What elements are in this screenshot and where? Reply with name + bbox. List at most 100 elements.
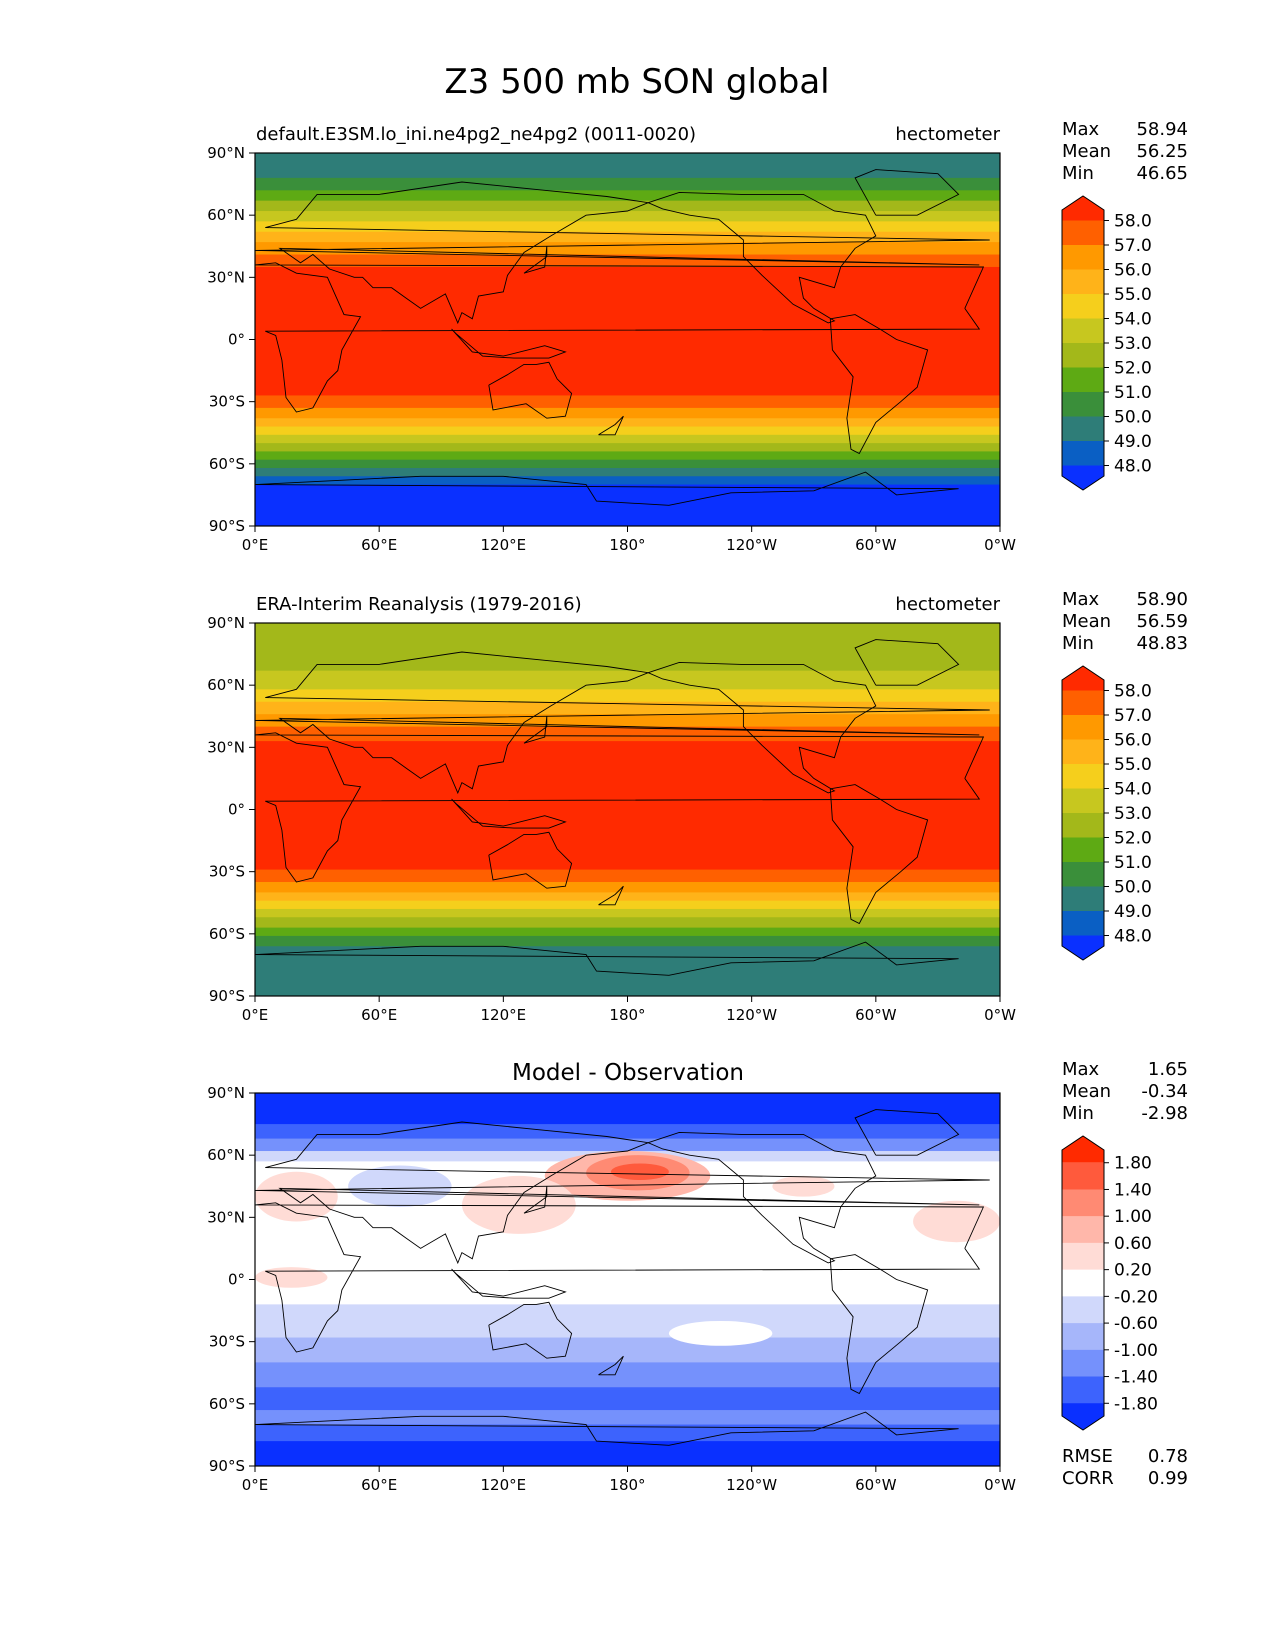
map-area: 90°N 60°N 30°N 0° 30°S 60°S 90°S0°E 60°E 120°E 18…: [207, 614, 1016, 1024]
colorbar-tick-label: 57.0: [1114, 236, 1152, 256]
stat-min-label: Min: [1062, 633, 1094, 654]
coastline: [254, 262, 985, 413]
x-tick-label: 60°E: [361, 1476, 397, 1494]
y-tick-label: 30°N: [207, 738, 245, 756]
colorbar: 1.80 1.40 1.00 0.60 0.20 -0.20 -0.60 -1.00 -1.40…: [1061, 1135, 1158, 1431]
contour-fill: [255, 153, 1000, 527]
x-tick-label: 60°W: [855, 1476, 897, 1494]
x-tick-label: 120°W: [726, 536, 777, 554]
latitude-band: [255, 1093, 1000, 1125]
coastline: [598, 1355, 624, 1376]
latitude-band: [255, 882, 1000, 893]
coastline: [648, 1131, 877, 1264]
colorbar-swatch: [1062, 1323, 1104, 1351]
colorbar-tick-label: -1.40: [1114, 1368, 1158, 1388]
colorbar-tick-label: 58.0: [1114, 682, 1152, 702]
panel-model: default.E3SM.lo_ini.ne4pg2_ne4pg2 (0011-…: [207, 119, 1188, 554]
x-tick-label: 0°E: [242, 536, 269, 554]
coastline: [829, 1254, 929, 1395]
latitude-band: [255, 426, 1000, 436]
stat-min-value: 46.65: [1136, 163, 1188, 184]
coastlines: [254, 169, 990, 506]
latitude-band: [255, 869, 1000, 883]
coastline: [829, 314, 929, 455]
stat-mean-value: 56.59: [1136, 611, 1188, 632]
colorbar-swatch: [1062, 1376, 1104, 1404]
contour-fill: [255, 623, 1000, 997]
anomaly-patch: [255, 1267, 328, 1288]
colorbar-swatch: [1062, 837, 1104, 863]
colorbar-tick-label: 58.0: [1114, 212, 1152, 232]
latitude-band: [255, 211, 1000, 222]
colorbar-swatch: [1062, 465, 1104, 490]
colorbar: 58.0 57.0 56.0 55.0 54.0 53.0 52.0 51.0 50.0 49.0…: [1061, 195, 1152, 491]
panel-difference: Model - Observation 90°N 60°N 30°N 0° 30°S 60…: [207, 1059, 1188, 1494]
latitude-band: [255, 1124, 1000, 1140]
coastline: [829, 784, 929, 925]
rmse-value: 0.78: [1148, 1446, 1188, 1467]
y-tick-label: 30°S: [209, 863, 245, 881]
coastline: [451, 1268, 567, 1299]
latitude-band: [255, 917, 1000, 929]
latitude-band: [255, 701, 1000, 715]
colorbar-tick-label: 0.20: [1114, 1261, 1152, 1281]
colorbar-swatch: [1062, 862, 1104, 887]
anomaly-patch: [610, 1163, 669, 1181]
coastline: [854, 169, 960, 216]
latitude-band: [255, 1362, 1000, 1388]
colorbar-swatch: [1062, 690, 1104, 716]
stats-block: Max 1.65 Mean -0.34 Min -2.98: [1062, 1059, 1188, 1124]
y-tick-label: 30°S: [209, 393, 245, 411]
stats-block: Max 58.90 Mean 56.59 Min 48.83: [1062, 589, 1188, 654]
colorbar-tick-label: 54.0: [1114, 780, 1152, 800]
latitude-band: [255, 1138, 1000, 1152]
stats-block: Max 58.94 Mean 56.25 Min 46.65: [1062, 119, 1188, 184]
latitude-band: [255, 900, 1000, 910]
colorbar-swatch: [1062, 392, 1104, 417]
stat-min-label: Min: [1062, 163, 1094, 184]
y-tick-label: 90°N: [207, 614, 245, 632]
latitude-band: [255, 1337, 1000, 1363]
stat-max-label: Max: [1062, 589, 1100, 610]
corr-label: CORR: [1062, 1468, 1114, 1489]
anomaly-patch: [461, 1175, 576, 1234]
colorbar-swatch: [1062, 294, 1104, 319]
x-tick-label: 60°W: [855, 536, 897, 554]
colorbar-swatch: [1062, 1162, 1104, 1190]
x-tick-label: 120°E: [481, 1006, 527, 1024]
colorbar-tick-label: 48.0: [1114, 927, 1152, 947]
colorbar-swatch: [1062, 788, 1104, 814]
coastline: [523, 716, 548, 744]
y-tick-label: 60°S: [209, 925, 245, 943]
colorbar-tick-label: 54.0: [1114, 310, 1152, 330]
anomaly-patch: [913, 1200, 1001, 1243]
colorbar: 58.0 57.0 56.0 55.0 54.0 53.0 52.0 51.0 50.0 49.0…: [1061, 665, 1152, 961]
latitude-band: [255, 476, 1000, 486]
anomaly-patch: [348, 1165, 452, 1207]
colorbar-tick-label: -1.80: [1114, 1394, 1158, 1414]
coastline: [523, 246, 548, 274]
latitude-band: [255, 459, 1000, 469]
latitude-band: [255, 177, 1000, 191]
colorbar-swatch: [1062, 715, 1104, 740]
stat-max-value: 58.94: [1136, 119, 1188, 140]
stat-mean-label: Mean: [1062, 1081, 1111, 1102]
latitude-band: [255, 1410, 1000, 1426]
colorbar-tick-label: 52.0: [1114, 359, 1152, 379]
colorbar-swatch: [1062, 269, 1104, 295]
coastline: [854, 639, 960, 686]
latitude-band: [255, 190, 1000, 202]
y-tick-label: 90°N: [207, 1084, 245, 1102]
latitude-band: [255, 670, 1000, 690]
stat-min-value: 48.83: [1136, 633, 1188, 654]
colorbar-swatch: [1062, 1136, 1104, 1163]
colorbar-swatch: [1062, 220, 1104, 246]
stat-min-label: Min: [1062, 1103, 1094, 1124]
latitude-band: [255, 1387, 1000, 1411]
latitude-band: [255, 623, 1000, 672]
rmse-label: RMSE: [1062, 1446, 1113, 1467]
y-tick-label: 90°S: [209, 987, 245, 1005]
coastlines: [254, 1109, 990, 1446]
x-tick-label: 120°E: [481, 1476, 527, 1494]
colorbar-swatch: [1062, 1296, 1104, 1324]
